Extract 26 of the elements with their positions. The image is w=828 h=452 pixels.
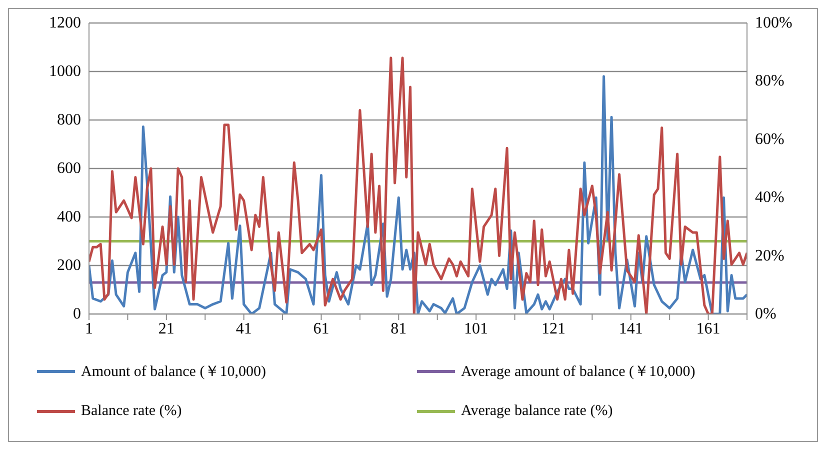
legend-label: Balance rate (%) [81, 403, 182, 420]
y-tick-label: 0 [73, 306, 81, 322]
legend-label: Average balance rate (%) [461, 403, 613, 420]
x-tick-label: 161 [696, 320, 720, 338]
legend-label: Average amount of balance (￥10,000) [461, 363, 696, 381]
y-tick-label: 800 [57, 112, 81, 128]
y-tick-label: 600 [57, 160, 81, 177]
y-tick-label: 1000 [49, 63, 81, 80]
y2-tick-label: 80% [755, 72, 784, 90]
x-tick-label: 61 [313, 320, 330, 338]
y2-tick-label: 20% [755, 247, 784, 264]
x-tick-label: 141 [618, 320, 643, 338]
x-tick-label: 1 [85, 320, 93, 338]
legend-label: Amount of balance (￥10,000) [81, 363, 266, 381]
y-tick-label: 400 [57, 208, 81, 226]
x-tick-label: 101 [464, 320, 488, 338]
x-tick-label: 81 [390, 320, 407, 338]
y2-tick-label: 40% [755, 189, 784, 206]
y-tick-label: 200 [57, 257, 81, 274]
x-tick-label: 41 [236, 320, 252, 338]
y2-tick-label: 60% [755, 130, 784, 148]
y2-tick-label: 0% [755, 306, 776, 322]
x-tick-label: 21 [158, 320, 174, 338]
x-tick-label: 121 [541, 320, 566, 338]
y-tick-label: 1200 [49, 14, 81, 32]
y2-tick-label: 100% [755, 14, 792, 32]
